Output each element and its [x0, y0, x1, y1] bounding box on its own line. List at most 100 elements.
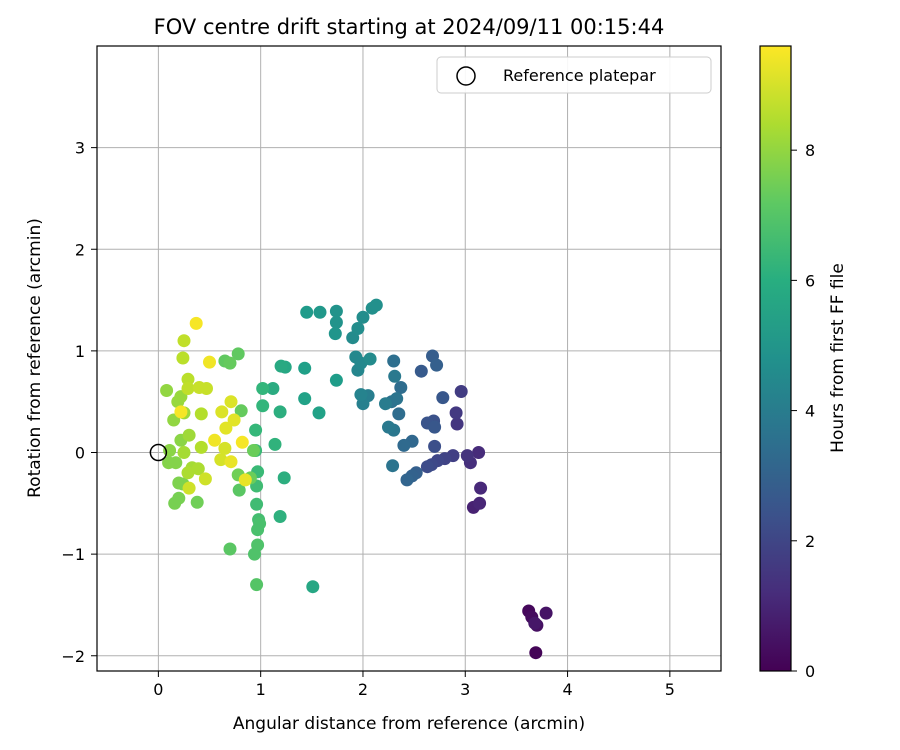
grid — [97, 46, 721, 671]
scatter-point — [449, 406, 463, 420]
scatter-point — [379, 397, 392, 411]
chart-title: FOV centre drift starting at 2024/09/11 … — [154, 15, 665, 39]
scatter-point — [163, 444, 177, 457]
y-tick-label: 1 — [75, 342, 85, 361]
colorbar-gradient — [760, 46, 791, 671]
scatter-point — [473, 496, 487, 510]
scatter-point — [177, 334, 191, 348]
colorbar-tick-label: 6 — [805, 271, 815, 290]
scatter-point — [298, 361, 312, 375]
colorbar-tick-label: 2 — [805, 532, 815, 551]
scatter-point — [251, 523, 265, 537]
scatter-point — [189, 316, 203, 330]
scatter-point — [268, 437, 282, 451]
scatter-point — [234, 404, 248, 418]
scatter-point — [174, 405, 188, 419]
colorbar-frame — [759, 45, 792, 672]
scatter-point — [235, 435, 249, 449]
scatter-point — [428, 420, 442, 434]
x-axis-label: Angular distance from reference (arcmin) — [233, 714, 585, 734]
scatter-point — [387, 354, 401, 368]
scatter-point — [219, 421, 233, 435]
scatter-point — [529, 646, 543, 660]
scatter-point — [329, 304, 343, 318]
scatter-point — [329, 373, 343, 387]
scatter-point — [354, 388, 368, 402]
scatter-point — [363, 352, 377, 366]
scatter-point — [266, 382, 280, 395]
colorbar-label: Hours from first FF file — [828, 263, 848, 453]
y-tick-label: 0 — [75, 444, 85, 463]
x-ticks: 0 1 2 3 4 5 — [153, 671, 675, 699]
scatter-point — [181, 382, 195, 395]
colorbar-tick-label: 4 — [805, 402, 815, 421]
scatter-point — [172, 476, 186, 490]
scatter-point — [392, 407, 406, 421]
scatter-point — [250, 497, 264, 511]
scatter-point — [200, 382, 213, 395]
scatter-point — [256, 399, 270, 413]
y-tick-label: −2 — [61, 647, 85, 666]
scatter-point — [232, 483, 246, 497]
scatter-point — [312, 406, 326, 420]
x-tick-label: 0 — [153, 680, 163, 699]
scatter-point — [450, 417, 464, 431]
scatter-point — [214, 453, 228, 467]
scatter-point — [277, 471, 291, 485]
y-tick-label: 3 — [75, 139, 85, 158]
scatter-point — [472, 446, 486, 459]
plot-frame — [96, 45, 722, 672]
scatter-point — [306, 580, 320, 594]
x-tick-label: 3 — [460, 680, 470, 699]
legend-marker — [456, 66, 476, 86]
scatter-point — [328, 327, 342, 341]
scatter-point — [460, 449, 474, 463]
scatter-point — [390, 392, 404, 406]
scatter-point — [194, 440, 208, 454]
scatter-point — [227, 413, 241, 427]
scatter-point — [394, 381, 408, 394]
legend: Reference platepar — [436, 56, 712, 94]
scatter-point — [194, 407, 208, 421]
scatter-point — [191, 462, 205, 476]
scatter-point — [172, 491, 186, 505]
scatter-point — [203, 355, 216, 369]
scatter-point — [182, 481, 196, 495]
scatter-point — [329, 315, 343, 329]
scatter-point — [223, 542, 237, 556]
scatter-point — [224, 395, 238, 409]
scatter-points — [160, 298, 553, 660]
scatter-point — [388, 369, 402, 383]
x-tick-label: 5 — [665, 680, 675, 699]
x-tick-label: 1 — [256, 680, 266, 699]
scatter-point — [386, 459, 400, 473]
scatter-point — [300, 305, 314, 319]
colorbar-tick-label: 8 — [805, 141, 815, 160]
scatter-point — [539, 606, 553, 620]
scatter-point — [382, 420, 395, 434]
scatter-point — [208, 433, 222, 447]
scatter-point — [224, 455, 238, 469]
scatter-point — [181, 466, 195, 480]
scatter-point — [474, 481, 488, 495]
scatter-point — [176, 351, 190, 365]
scatter-point — [454, 385, 468, 398]
scatter-point — [248, 547, 261, 561]
scatter-point — [436, 391, 450, 405]
scatter-point — [231, 347, 245, 361]
colorbar: 0 2 4 6 8 Hours from first FF file — [759, 45, 848, 681]
y-axis-label: Rotation from reference (arcmin) — [25, 218, 45, 498]
x-tick-label: 4 — [562, 680, 572, 699]
scatter-point — [238, 473, 252, 487]
scatter-point — [430, 358, 444, 372]
legend-box — [436, 56, 712, 94]
scatter-point — [182, 428, 196, 442]
scatter-point — [414, 364, 428, 378]
reference-platepar-marker — [149, 443, 168, 462]
scatter-point — [247, 444, 260, 457]
y-tick-label: −1 — [61, 545, 85, 564]
colorbar-ticks: 0 2 4 6 8 — [791, 141, 815, 681]
scatter-point — [177, 446, 191, 459]
scatter-point — [528, 616, 542, 630]
scatter-point — [256, 382, 270, 395]
